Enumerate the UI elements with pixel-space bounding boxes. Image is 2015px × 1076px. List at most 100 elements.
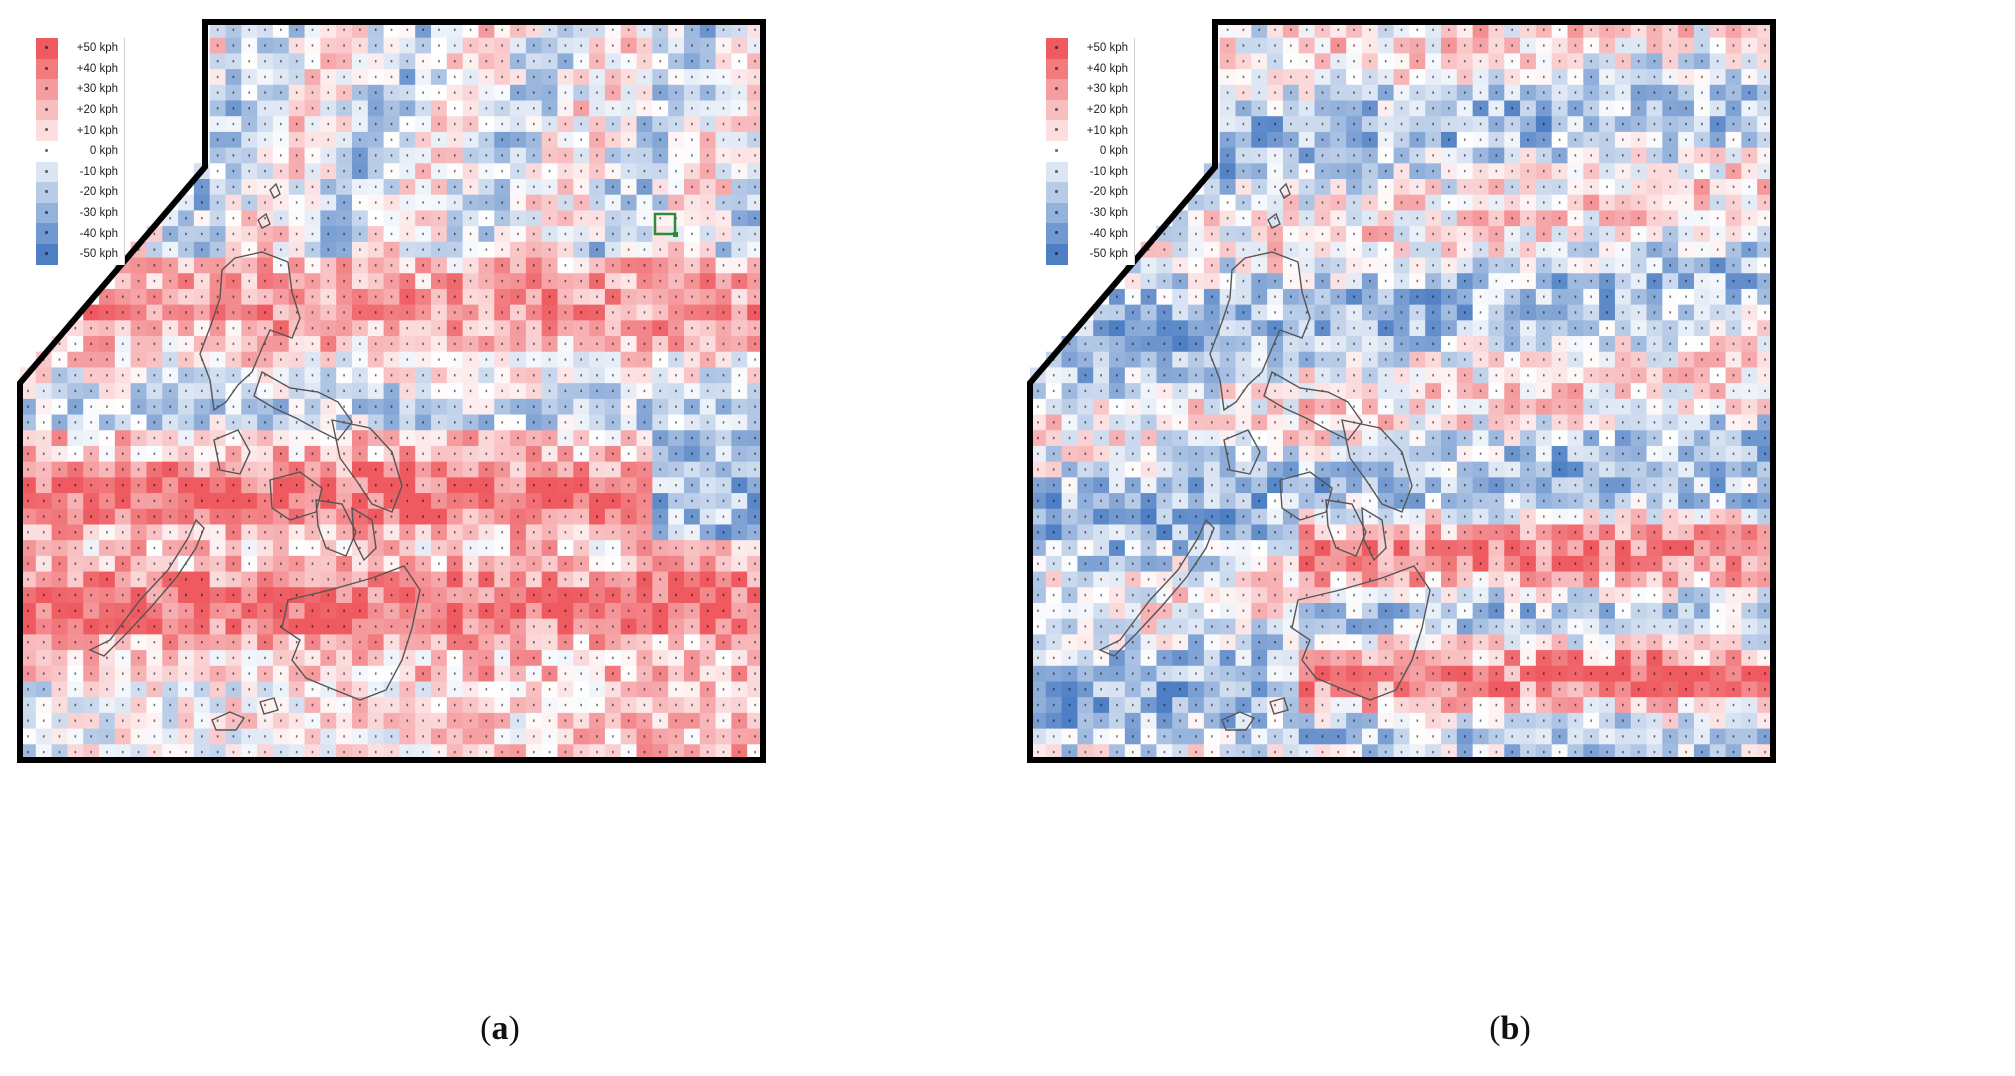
wind-marker-icon [722,60,725,63]
wind-marker-icon [643,719,646,722]
wind-marker-icon [311,499,314,503]
wind-marker-icon [469,436,472,440]
wind-marker-icon [548,452,551,455]
wind-marker-icon [406,295,409,298]
wind-marker-icon [248,169,251,173]
wind-marker-icon [517,248,519,251]
wind-marker-icon [691,154,693,157]
wind-marker-icon [691,342,693,346]
wind-marker-icon [169,452,171,455]
wind-marker-icon [153,374,156,377]
wind-marker-icon [295,138,298,141]
wind-marker-icon [74,405,77,408]
wind-marker-icon [532,311,535,314]
wind-marker-icon [216,264,219,267]
wind-marker-icon [754,358,756,361]
wind-marker-icon [248,625,251,628]
wind-marker-icon [612,248,614,251]
wind-marker-icon [422,91,424,94]
wind-marker-icon [1384,91,1387,94]
wind-marker-icon [1400,138,1403,141]
wind-marker-icon [374,688,377,691]
wind-marker-icon [532,656,535,660]
wind-marker-icon [232,279,235,283]
wind-marker-icon [153,562,156,565]
wind-marker-icon [485,562,488,565]
island-outline [281,565,421,701]
wind-marker-icon [1495,169,1498,173]
wind-marker-icon [438,107,440,110]
wind-marker-icon [596,389,598,393]
wind-marker-icon [548,264,551,267]
wind-marker-icon [374,421,377,424]
wind-marker-icon [643,60,646,63]
wind-marker-icon [106,515,108,518]
wind-marker-icon [359,688,361,691]
wind-marker-icon [1701,185,1703,189]
wind-marker-icon [580,750,583,754]
wind-marker-icon [612,107,614,110]
wind-marker-icon [216,421,219,424]
wind-marker-icon [27,593,29,597]
wind-marker-icon [675,44,677,47]
wind-marker-icon [295,578,298,581]
wind-marker-icon [106,436,108,440]
wind-marker-icon [1511,60,1513,63]
wind-marker-icon [548,562,551,565]
wind-marker-icon [264,154,266,157]
wind-marker-icon [390,389,393,393]
wind-marker-icon [612,28,614,31]
wind-marker-icon [564,44,567,47]
wind-marker-icon [280,719,282,722]
wind-marker-icon [1685,75,1687,79]
wind-marker-icon [327,169,330,173]
wind-marker-icon [374,625,377,628]
wind-marker-icon [264,719,266,722]
wind-marker-icon [501,358,503,361]
legend-label: -20 kph [79,186,118,199]
wind-marker-icon [754,122,756,126]
wind-marker-icon [643,279,646,283]
wind-marker-icon [58,515,61,518]
wind-marker-icon [469,28,472,31]
wind-marker-icon [137,546,140,550]
wind-marker-icon [548,515,551,518]
wind-marker-icon [216,688,219,691]
wind-marker-icon [58,656,61,660]
wind-marker-icon [58,562,61,565]
wind-marker-icon [280,625,282,628]
wind-marker-icon [201,264,203,267]
wind-marker-icon [722,44,725,47]
wind-marker-icon [532,326,535,330]
wind-marker-icon [422,436,424,440]
wind-marker-icon [1590,122,1593,126]
wind-marker-icon [485,28,488,31]
wind-marker-icon [1574,169,1577,173]
wind-marker-icon [706,688,709,691]
wind-marker-icon [722,515,725,518]
wind-marker-icon [1479,201,1482,204]
wind-marker-icon [596,672,598,675]
legend-entry: +10 kph [36,120,124,141]
wind-marker-icon [659,91,662,94]
wind-marker-icon [580,483,583,487]
wind-marker-icon [706,358,709,361]
wind-marker-icon [58,593,61,597]
wind-marker-icon [311,185,314,189]
wind-marker-icon [137,531,140,534]
wind-marker-icon [706,169,709,173]
wind-marker-icon [58,578,61,581]
wind-marker-icon [706,201,709,204]
wind-marker-icon [691,405,693,408]
wind-marker-icon [374,640,377,644]
wind-marker-icon [1258,185,1261,189]
wind-marker-icon [248,295,251,298]
wind-marker-icon [327,374,330,377]
legend-swatch [36,99,58,121]
wind-marker-icon [1384,201,1387,204]
wind-marker-icon [675,625,677,628]
wind-marker-icon [501,279,503,283]
wind-marker-icon [485,342,488,346]
wind-marker-icon [706,421,709,424]
wind-marker-icon [311,279,314,283]
